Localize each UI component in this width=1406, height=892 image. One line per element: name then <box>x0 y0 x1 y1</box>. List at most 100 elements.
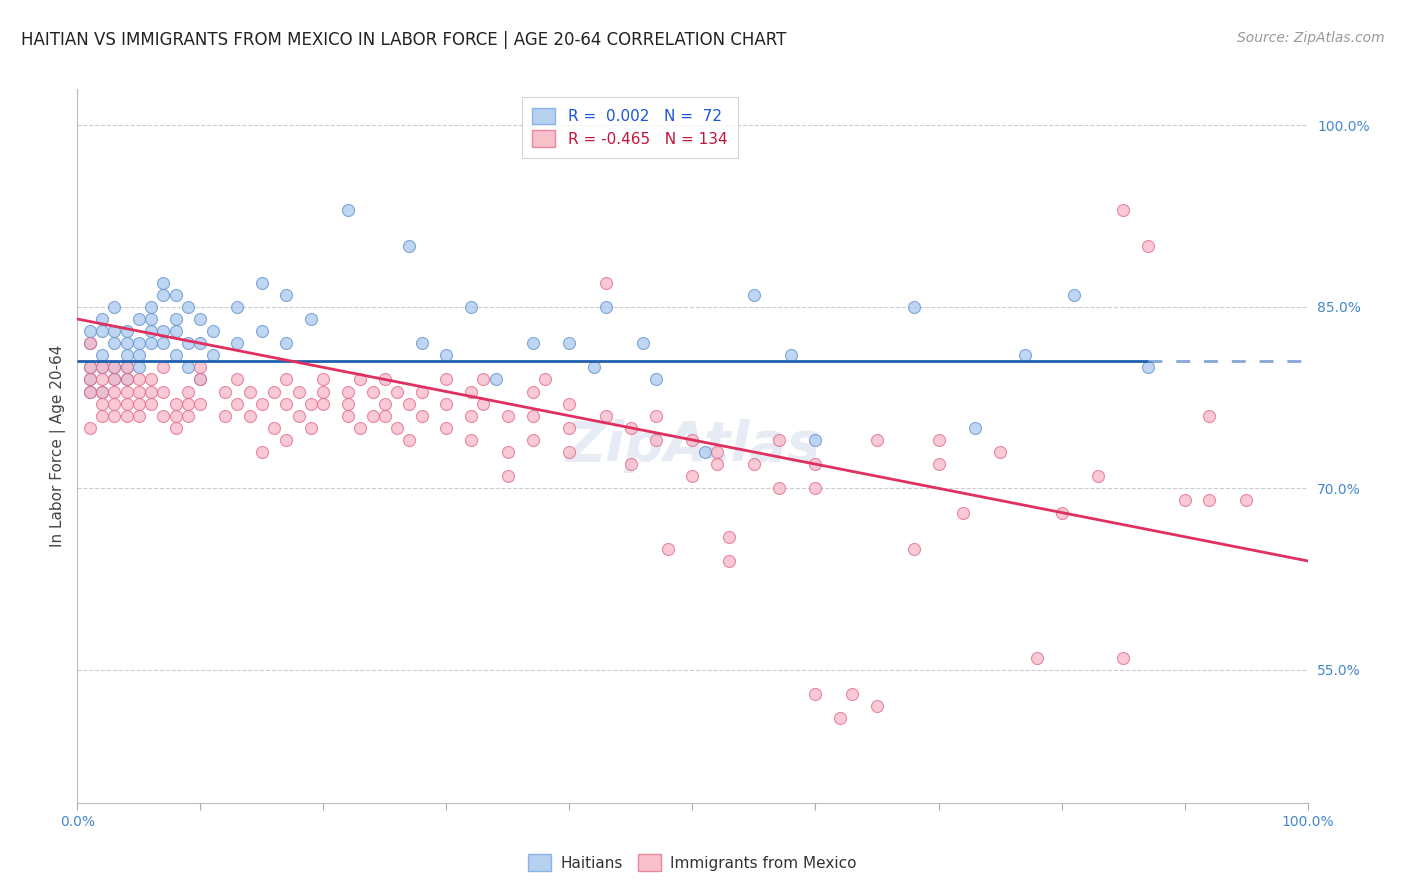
Point <box>90 348 114 362</box>
Point <box>177 360 200 375</box>
Point <box>190 372 212 386</box>
Point <box>141 384 163 399</box>
Point <box>361 384 384 399</box>
Point <box>177 397 200 411</box>
Point <box>682 433 704 447</box>
Point <box>90 312 114 326</box>
Point <box>780 348 803 362</box>
Point <box>558 445 581 459</box>
Point <box>152 324 174 338</box>
Point <box>276 397 298 411</box>
Point <box>472 397 495 411</box>
Point <box>177 384 200 399</box>
Point <box>128 409 150 423</box>
Point <box>90 397 114 411</box>
Point <box>263 384 285 399</box>
Point <box>1136 360 1159 375</box>
Point <box>128 397 150 411</box>
Point <box>201 348 224 362</box>
Point <box>965 421 987 435</box>
Point <box>141 397 163 411</box>
Point <box>633 336 655 351</box>
Point <box>263 421 285 435</box>
Point <box>496 445 519 459</box>
Point <box>522 384 544 399</box>
Point <box>436 372 458 386</box>
Point <box>682 469 704 483</box>
Point <box>742 457 765 471</box>
Point <box>522 409 544 423</box>
Point <box>558 421 581 435</box>
Point <box>436 348 458 362</box>
Point <box>239 384 262 399</box>
Point <box>1198 409 1220 423</box>
Point <box>103 372 125 386</box>
Point <box>436 421 458 435</box>
Point <box>804 433 827 447</box>
Point <box>558 397 581 411</box>
Point <box>190 372 212 386</box>
Point <box>1087 469 1109 483</box>
Point <box>141 324 163 338</box>
Point <box>288 409 311 423</box>
Point <box>742 288 765 302</box>
Point <box>226 336 249 351</box>
Point <box>115 336 138 351</box>
Point <box>387 384 409 399</box>
Point <box>768 433 790 447</box>
Point <box>657 541 679 556</box>
Point <box>472 372 495 386</box>
Point <box>1136 239 1159 253</box>
Point <box>398 397 420 411</box>
Point <box>620 457 643 471</box>
Point <box>79 336 101 351</box>
Point <box>115 348 138 362</box>
Point <box>387 421 409 435</box>
Point <box>190 336 212 351</box>
Point <box>718 530 741 544</box>
Point <box>79 360 101 375</box>
Point <box>349 372 371 386</box>
Point <box>693 445 716 459</box>
Point <box>90 360 114 375</box>
Point <box>103 384 125 399</box>
Point <box>103 372 125 386</box>
Point <box>804 687 827 701</box>
Point <box>1174 493 1197 508</box>
Point <box>928 457 950 471</box>
Point <box>79 372 101 386</box>
Point <box>644 409 666 423</box>
Point <box>103 360 125 375</box>
Point <box>952 506 974 520</box>
Point <box>534 372 557 386</box>
Point <box>90 372 114 386</box>
Point <box>177 300 200 314</box>
Point <box>866 699 889 714</box>
Point <box>165 397 187 411</box>
Point <box>165 421 187 435</box>
Point <box>768 481 790 495</box>
Point <box>128 360 150 375</box>
Point <box>496 469 519 483</box>
Point <box>1112 650 1135 665</box>
Point <box>115 384 138 399</box>
Point <box>103 397 125 411</box>
Point <box>1234 493 1257 508</box>
Point <box>79 372 101 386</box>
Point <box>1112 203 1135 218</box>
Point <box>165 312 187 326</box>
Point <box>79 336 101 351</box>
Point <box>152 288 174 302</box>
Point <box>903 541 925 556</box>
Point <box>250 324 273 338</box>
Point <box>398 239 420 253</box>
Point <box>115 324 138 338</box>
Point <box>299 421 322 435</box>
Point <box>141 372 163 386</box>
Y-axis label: In Labor Force | Age 20-64: In Labor Force | Age 20-64 <box>51 345 66 547</box>
Point <box>141 336 163 351</box>
Point <box>79 384 101 399</box>
Point <box>152 336 174 351</box>
Point <box>706 445 728 459</box>
Point <box>214 409 236 423</box>
